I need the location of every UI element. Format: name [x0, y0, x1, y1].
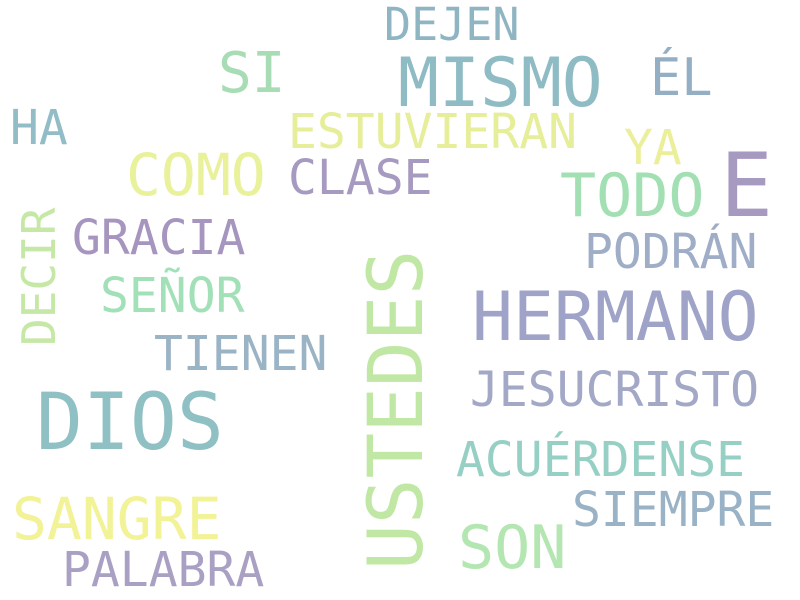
- word-dejen: DEJEN: [384, 0, 520, 51]
- word-ustedes: USTEDES: [351, 249, 440, 570]
- word-dios: DIOS: [36, 378, 224, 468]
- word-siempre: SIEMPRE: [572, 482, 775, 538]
- word-gracia: GRACIA: [72, 210, 246, 266]
- word-e: E: [720, 134, 773, 237]
- word-sangre: SANGRE: [12, 485, 222, 553]
- word-como: COMO: [126, 141, 266, 209]
- word-el: ÉL: [650, 48, 713, 108]
- word-mismo: MISMO: [398, 44, 603, 123]
- word-son: SON: [458, 513, 567, 583]
- word-podran: PODRÁN: [584, 224, 758, 280]
- word-acuerdense: ACUÉRDENSE: [456, 432, 745, 488]
- word-todo: TODO: [560, 161, 705, 231]
- word-estuvieran: ESTUVIERAN: [288, 104, 577, 160]
- word-hermano: HERMANO: [472, 278, 759, 357]
- word-ha: HA: [10, 100, 68, 156]
- word-tienen: TIENEN: [154, 326, 328, 382]
- word-senor: SEÑOR: [100, 268, 245, 324]
- word-ya: YA: [624, 120, 682, 176]
- word-si: SI: [218, 41, 286, 106]
- word-clase: CLASE: [288, 150, 433, 206]
- word-decir: DECIR: [12, 207, 66, 346]
- word-palabra: PALABRA: [62, 542, 265, 598]
- word-jesucristo: JESUCRISTO: [470, 362, 759, 418]
